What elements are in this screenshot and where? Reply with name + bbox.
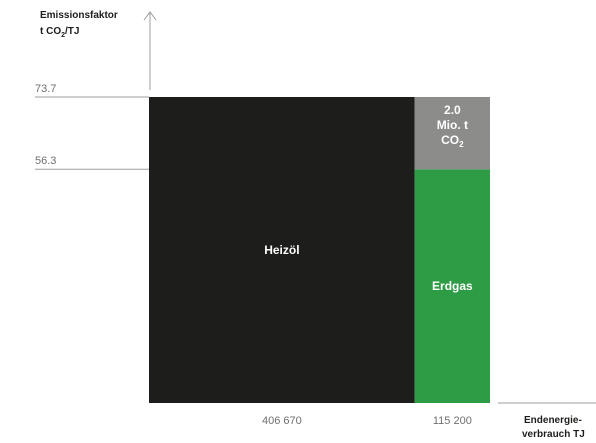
difference-label-line-1: Mio. t xyxy=(437,118,468,132)
difference-segment xyxy=(414,97,490,170)
bar-erdgas xyxy=(414,169,490,403)
bar-label-1: Erdgas xyxy=(432,279,473,293)
x-width-label-1: 115 200 xyxy=(433,415,472,427)
y-axis-arrow-icon xyxy=(143,11,157,21)
bar-heizöl xyxy=(149,97,415,403)
y-tick-label-1: 56.3 xyxy=(35,155,56,167)
x-axis-title-line1: Endenergie- xyxy=(524,415,582,426)
x-width-label-0: 406 670 xyxy=(262,415,302,427)
y-axis-title-line2: t CO2/TJ xyxy=(40,26,79,39)
difference-label-line-2: CO2 xyxy=(441,133,464,149)
difference-label-line-0: 2.0 xyxy=(444,103,461,117)
y-tick-label-0: 73.7 xyxy=(35,83,56,95)
y-ticks: 73.7 56.3 xyxy=(35,83,149,170)
y-axis-title-line1: Emissionsfaktor xyxy=(40,10,118,21)
x-axis-title-line2: verbrauch TJ xyxy=(522,429,585,440)
bar-label-0: Heizöl xyxy=(264,243,299,257)
